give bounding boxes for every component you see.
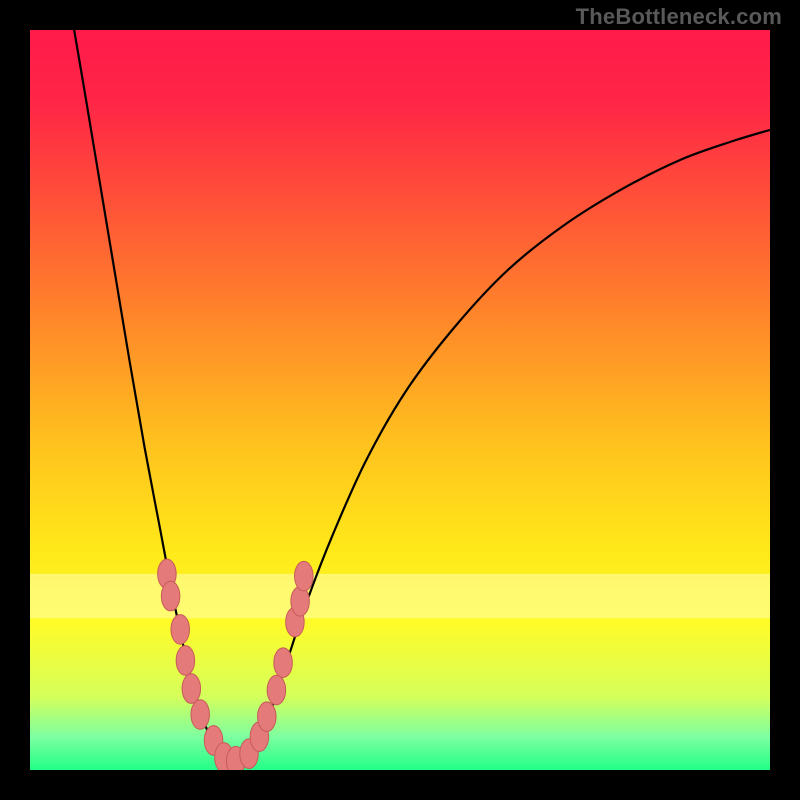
data-marker (295, 561, 314, 591)
yellow-band (30, 574, 770, 618)
data-marker (191, 700, 210, 730)
data-marker (171, 615, 190, 645)
watermark-text: TheBottleneck.com (576, 4, 782, 30)
data-marker (274, 648, 293, 678)
data-marker (291, 586, 310, 616)
data-marker (258, 702, 277, 732)
data-marker (182, 674, 201, 704)
chart-frame: TheBottleneck.com (0, 0, 800, 800)
data-marker (176, 646, 195, 676)
bottleneck-chart (0, 0, 800, 800)
data-marker (161, 581, 180, 611)
data-marker (267, 675, 286, 705)
